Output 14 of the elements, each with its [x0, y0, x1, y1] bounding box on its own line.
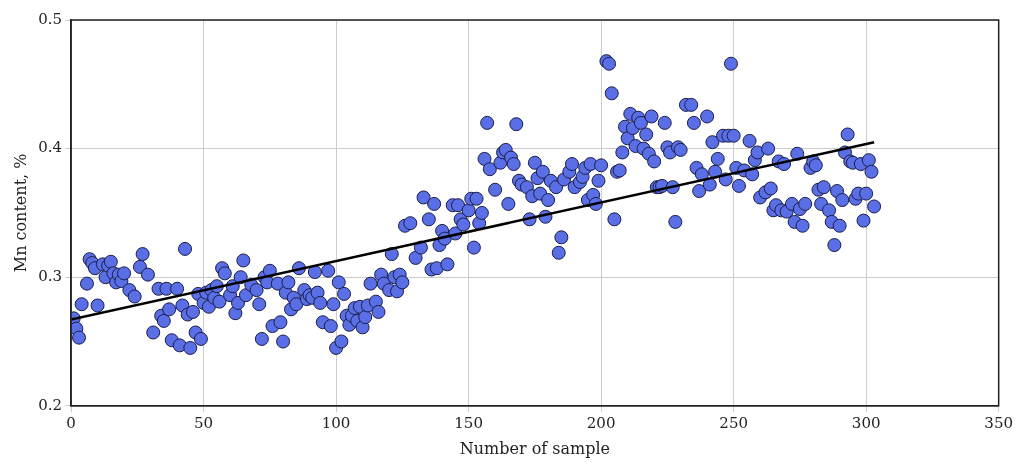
y-tick-label: 0.2 — [38, 395, 63, 414]
x-tick-label: 250 — [719, 413, 748, 432]
x-tick-label: 200 — [586, 413, 616, 432]
y-axis-title: Mn content, % — [10, 153, 30, 273]
x-tick-label: 100 — [321, 413, 351, 432]
x-tick-label: 300 — [851, 413, 881, 432]
x-tick-label: 350 — [984, 413, 1014, 432]
x-tick-label: 50 — [194, 413, 214, 432]
x-axis-title: Number of sample — [459, 438, 611, 458]
y-tick-label: 0.3 — [38, 267, 63, 286]
y-tick-label: 0.4 — [38, 138, 63, 157]
x-tick-label: 150 — [454, 413, 483, 432]
x-tick-label: 0 — [66, 413, 76, 432]
y-tick-label: 0.5 — [38, 9, 63, 28]
